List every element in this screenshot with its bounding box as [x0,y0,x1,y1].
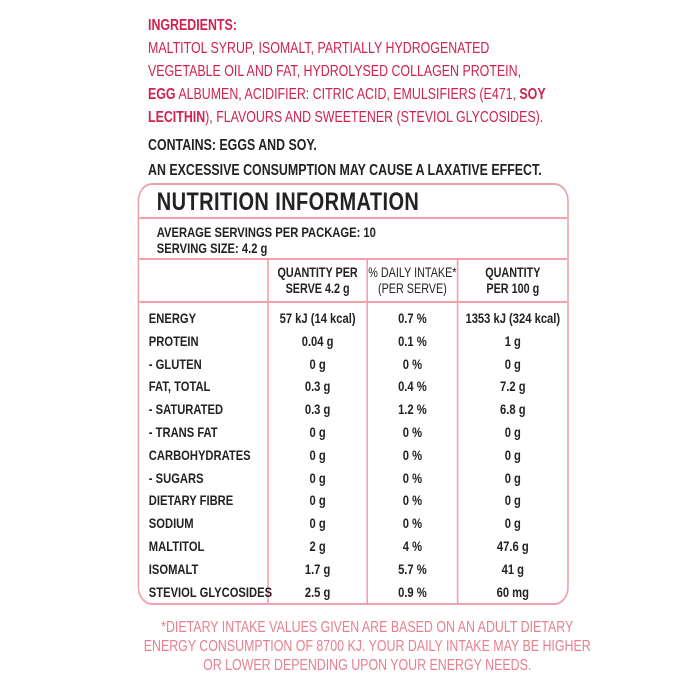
header-text: % DAILY INTAKE* [368,265,457,280]
daily-intake-value: 0 % [368,512,459,535]
per-100g-value: 47.6 g [496,537,529,554]
per-100g-value: 6.8 g [500,401,526,418]
daily-intake-value: 0 % [368,443,459,467]
per-serve-value: 0 g [269,352,368,376]
ingredients-text: ALBUMEN, ACIDIFIER: CITRIC ACID, EMULSIF… [175,86,520,103]
header-text: QUANTITY PER [277,265,358,280]
daily-intake-value: 4 % [368,534,459,558]
nutrient-name: STEVIOL GLYCOSIDES [139,580,272,603]
spacer [139,603,269,605]
daily-intake-value: 0.7 % [368,307,459,330]
header-text: (PER SERVE) [377,281,447,296]
nutrient-name: PROTEIN [139,329,269,353]
footnote-line: *DIETARY INTAKE VALUES GIVEN ARE BASED O… [161,619,574,636]
per-100g-value: 0 g [504,355,521,372]
warning-text: AN EXCESSIVE CONSUMPTION MAY CAUSE A LAX… [148,162,542,179]
nutrient-name: - GLUTEN [139,352,269,376]
per-serve-value: 57 kJ (14 kcal) [269,307,368,330]
per-100g-value: 60 mg [496,583,529,600]
nutrient-name: SODIUM [139,512,269,535]
nutrient-name: DIETARY FIBRE [139,489,269,513]
daily-intake-value: 0 % [368,352,459,376]
per-100g-value: 0 g [504,515,521,532]
nutrient-name: - TRANS FAT [139,420,269,444]
ingredients-line: VEGETABLE OIL AND FAT, HYDROLYSED COLLAG… [148,63,522,80]
nutrition-panel: NUTRITION INFORMATION AVERAGE SERVINGS P… [137,183,569,605]
per-serve-value: 0 g [269,512,368,535]
ingredients-line: EGG ALBUMEN, ACIDIFIER: CITRIC ACID, EMU… [148,83,546,106]
serving-info: AVERAGE SERVINGS PER PACKAGE: 10 SERVING… [139,219,568,260]
panel-title: NUTRITION INFORMATION [139,185,568,219]
per-serve-value: 0.3 g [269,398,368,421]
spacer [269,603,368,605]
ingredients-line: LECITHIN), FLAVOURS AND SWEETENER (STEVI… [148,106,546,129]
spacer [139,303,269,307]
footnote-line: OR LOWER DEPENDING UPON YOUR ENERGY NEED… [203,657,532,674]
header-nutrient [139,260,269,303]
servings-per-package: AVERAGE SERVINGS PER PACKAGE: 10 [156,224,376,240]
per-serve-value: 0 g [269,466,368,490]
daily-intake-value: 0 % [368,466,459,490]
daily-intake-value: 1.2 % [368,398,459,421]
per-serve-value: 0 g [269,420,368,444]
allergen-lecithin: LECITHIN [148,109,206,126]
per-100g-value: 1353 kJ (324 kcal) [465,310,561,326]
header-daily-intake: % DAILY INTAKE* (PER SERVE) [368,260,459,303]
spacer [368,303,459,307]
allergen-soy: SOY [519,86,546,103]
nutrient-name: ISOMALT [139,557,269,581]
per-100g-value: 1 g [504,332,521,349]
nutrient-name: ENERGY [139,307,269,330]
per-100g-value: 7.2 g [500,378,526,395]
spacer [269,303,368,307]
per-serve-value: 0.04 g [269,329,368,353]
ingredients-heading: INGREDIENTS: [148,17,237,34]
contains-text: CONTAINS: EGGS AND SOY. [148,137,317,154]
daily-intake-value: 0 % [368,420,459,444]
per-serve-value: 2 g [269,534,368,558]
header-text: SERVE 4.2 g [285,281,350,296]
daily-intake-value: 0 % [368,489,459,513]
allergen-egg: EGG [148,86,176,103]
nutrient-name: FAT, TOTAL [139,375,269,399]
per-100g-value: 0 g [504,469,521,486]
daily-intake-value: 0.4 % [368,375,459,399]
per-100g-value: 0 g [504,423,521,440]
per-100g-value: 0 g [504,446,521,463]
nutrient-name: - SUGARS [139,466,269,490]
nutrient-name: MALTITOL [139,534,269,558]
nutrition-table: QUANTITY PER SERVE 4.2 g% DAILY INTAKE* (P… [139,260,568,605]
nutrient-name: - SATURATED [139,398,269,421]
per-serve-value: 1.7 g [269,557,368,581]
per-serve-value: 2.5 g [269,580,368,603]
per-100g-value: 41 g [501,560,524,577]
ingredients-text: ), FLAVOURS AND SWEETENER (STEVIOL GLYCO… [205,109,544,126]
nutrient-name: CARBOHYDRATES [139,443,269,467]
ingredients-line: MALTITOL SYRUP, ISOMALT, PARTIALLY HYDRO… [148,40,490,57]
header-per-serve: QUANTITY PER SERVE 4.2 g [268,260,368,303]
spacer [368,603,458,605]
per-serve-value: 0.3 g [269,375,368,399]
per-100g-value: 0 g [504,492,521,509]
header-text: PER 100 g [486,281,540,296]
serving-size: SERVING SIZE: 4.2 g [156,240,268,256]
daily-intake-value: 0.9 % [368,580,459,603]
allergen-statement: CONTAINS: EGGS AND SOY. AN EXCESSIVE CON… [148,134,542,182]
per-serve-value: 0 g [269,443,368,467]
ingredients-block: INGREDIENTS: MALTITOL SYRUP, ISOMALT, PA… [148,14,546,129]
daily-intake-value: 0.1 % [368,329,459,353]
daily-intake-value: 5.7 % [368,557,459,581]
footnote-line: ENERGY CONSUMPTION OF 8700 KJ. YOUR DAIL… [143,638,591,655]
footnote: *DIETARY INTAKE VALUES GIVEN ARE BASED O… [0,618,700,675]
spacer [458,603,567,605]
header-text: QUANTITY [485,265,541,280]
per-serve-value: 0 g [269,489,368,513]
header-per-100g: QUANTITY PER 100 g [458,260,568,303]
